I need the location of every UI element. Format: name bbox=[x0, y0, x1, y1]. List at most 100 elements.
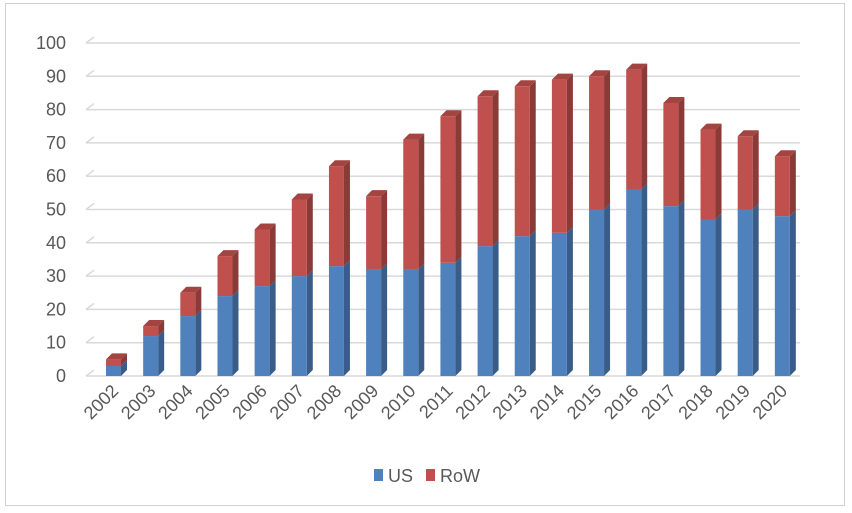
x-tick-label: 2018 bbox=[674, 381, 716, 423]
bar-front bbox=[254, 286, 270, 376]
y-tick-label: 60 bbox=[46, 166, 66, 186]
bar-us-2005 bbox=[217, 290, 239, 376]
bar-side bbox=[566, 73, 573, 233]
bar-row-2018 bbox=[700, 123, 722, 220]
gridline-depth bbox=[85, 302, 95, 310]
bar-front bbox=[328, 166, 344, 267]
bar-us-2015 bbox=[589, 203, 611, 376]
bar-row-2006 bbox=[254, 223, 276, 287]
bar-front bbox=[291, 199, 307, 277]
bar-front bbox=[774, 216, 790, 376]
bar-front bbox=[551, 79, 567, 233]
x-tick-label: 2014 bbox=[526, 381, 568, 423]
bar-top bbox=[403, 133, 425, 140]
y-tick-label: 90 bbox=[46, 66, 66, 86]
bar-top bbox=[774, 150, 796, 157]
gridline-depth bbox=[85, 336, 95, 344]
bar-side bbox=[306, 270, 313, 376]
bar-top bbox=[589, 70, 611, 77]
bar-top bbox=[328, 160, 350, 167]
x-tick-label: 2012 bbox=[451, 381, 493, 423]
bar-us-2004 bbox=[180, 310, 202, 376]
y-tick-label: 0 bbox=[56, 366, 66, 386]
bar-row-2016 bbox=[626, 63, 648, 190]
bar-front bbox=[217, 296, 233, 376]
gridline-depth bbox=[85, 169, 95, 177]
bar-top bbox=[254, 223, 276, 230]
gridline-depth bbox=[85, 202, 95, 211]
bar-side bbox=[752, 130, 759, 210]
bar-side bbox=[381, 263, 388, 376]
bar-us-2008 bbox=[328, 260, 350, 376]
legend-label-us: US bbox=[388, 466, 413, 486]
bar-top bbox=[143, 320, 165, 327]
bar-front bbox=[663, 102, 679, 207]
bar-front bbox=[626, 69, 642, 190]
x-tick-label: 2008 bbox=[303, 381, 345, 423]
bar-row-2012 bbox=[477, 90, 499, 247]
x-tick-label: 2011 bbox=[415, 381, 457, 423]
x-tick-label: 2006 bbox=[229, 381, 271, 423]
bar-front bbox=[403, 139, 419, 270]
bar-front bbox=[217, 256, 233, 297]
bar-side bbox=[306, 193, 313, 277]
bar-front bbox=[589, 76, 605, 210]
bar-front bbox=[366, 269, 382, 376]
bar-front bbox=[143, 326, 159, 337]
bar-top bbox=[514, 80, 536, 87]
bars bbox=[106, 63, 796, 376]
bar-front bbox=[440, 116, 456, 263]
bar-front bbox=[328, 266, 344, 376]
x-tick-label: 2009 bbox=[340, 381, 382, 423]
bar-row-2005 bbox=[217, 250, 239, 297]
bar-us-2010 bbox=[403, 263, 425, 376]
bar-front bbox=[291, 276, 307, 376]
bar-front bbox=[254, 229, 270, 287]
bar-side bbox=[455, 256, 462, 376]
legend-swatch-row bbox=[426, 469, 435, 481]
bar-us-2013 bbox=[514, 230, 536, 376]
x-tick-label: 2019 bbox=[712, 381, 754, 423]
bar-us-2009 bbox=[366, 263, 388, 376]
bar-front bbox=[143, 336, 159, 376]
bar-side bbox=[604, 70, 611, 210]
y-tick-label: 70 bbox=[46, 133, 66, 153]
bar-us-2002 bbox=[106, 360, 127, 376]
bar-row-2008 bbox=[328, 160, 350, 267]
bar-us-2020 bbox=[774, 210, 796, 376]
bar-side bbox=[789, 210, 796, 376]
bar-side bbox=[343, 260, 350, 376]
bar-side bbox=[455, 110, 462, 263]
x-axis-ticks: 2002200320042005200620072008200920102011… bbox=[80, 381, 791, 423]
bar-row-2004 bbox=[180, 286, 202, 317]
bar-us-2016 bbox=[626, 183, 648, 376]
bar-side bbox=[678, 200, 685, 376]
bar-us-2014 bbox=[551, 226, 573, 376]
y-axis-ticks: 0 10 20 30 40 50 60 70 80 90 100 bbox=[36, 33, 66, 386]
y-tick-label: 100 bbox=[36, 33, 66, 53]
gridline-depth bbox=[85, 102, 95, 111]
bar-front bbox=[366, 196, 382, 270]
bar-front bbox=[737, 209, 753, 376]
gridline-depth bbox=[85, 136, 95, 144]
x-tick-label: 2015 bbox=[563, 381, 605, 423]
y-tick-label: 20 bbox=[46, 299, 66, 319]
bar-top bbox=[180, 286, 202, 293]
bar-row-2011 bbox=[440, 110, 462, 263]
bar-us-2017 bbox=[663, 200, 685, 376]
bar-side bbox=[715, 213, 722, 376]
bar-front bbox=[737, 136, 753, 210]
bar-side bbox=[529, 80, 536, 237]
bar-front bbox=[440, 262, 456, 376]
bar-us-2007 bbox=[291, 270, 313, 376]
gridline-depth bbox=[85, 269, 95, 277]
bar-front bbox=[477, 246, 493, 376]
bar-side bbox=[566, 226, 573, 376]
y-tick-label: 10 bbox=[46, 333, 66, 353]
bar-row-2010 bbox=[403, 133, 425, 270]
gridline-depth bbox=[85, 36, 95, 44]
bar-side bbox=[604, 203, 611, 376]
bar-side bbox=[121, 360, 127, 376]
bar-front bbox=[700, 219, 716, 376]
